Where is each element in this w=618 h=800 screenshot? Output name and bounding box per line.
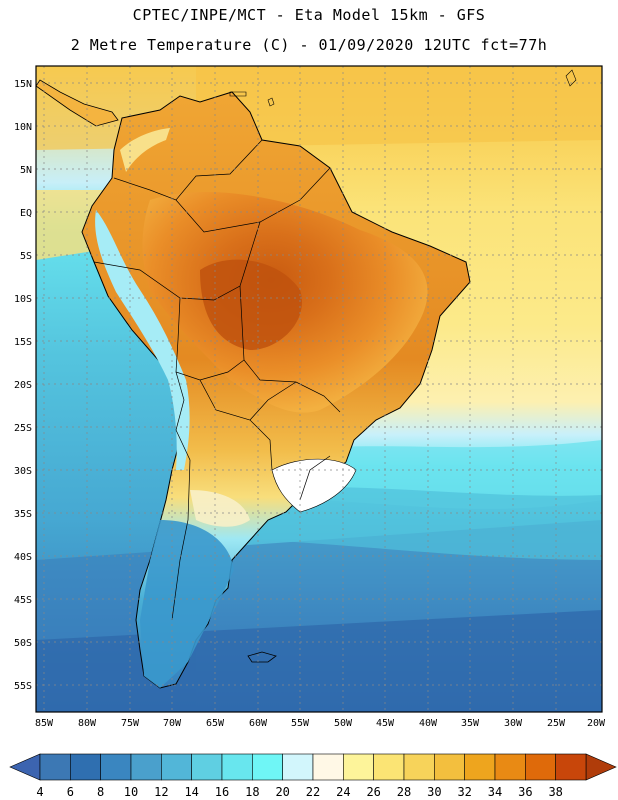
lon-label: 75W (121, 718, 140, 729)
colorbar: 4 6 8 10 12 14 16 18 20 22 24 26 28 30 32 34 36 38 (9, 753, 617, 799)
map-title: CPTEC/INPE/MCT - Eta Model 15km - GFS (132, 6, 486, 24)
lat-label: 35S (14, 509, 32, 520)
lat-label: 45S (14, 595, 32, 606)
colorbar-label: 32 (457, 785, 471, 799)
colorbar-low-arrow (9, 753, 41, 781)
colorbar-swatch (312, 753, 344, 781)
lon-label: 30W (504, 718, 523, 729)
lat-label: 10N (14, 122, 32, 133)
colorbar-swatch (221, 753, 253, 781)
uruguay-cool (271, 458, 357, 513)
lat-label: 55S (14, 681, 32, 692)
lat-label: 15S (14, 337, 32, 348)
colorbar-label: 26 (366, 785, 380, 799)
colorbar-label: 30 (427, 785, 441, 799)
colorbar-label: 14 (184, 785, 198, 799)
colorbar-label: 8 (97, 785, 104, 799)
lon-label: 35W (461, 718, 480, 729)
map-subtitle: 2 Metre Temperature (C) - 01/09/2020 12U… (70, 36, 548, 54)
colorbar-swatch (494, 753, 526, 781)
colorbar-high-arrow (585, 753, 617, 781)
colorbar-swatch (555, 753, 587, 781)
colorbar-swatch (373, 753, 405, 781)
lat-label: 50S (14, 638, 32, 649)
lon-label: 45W (376, 718, 395, 729)
lat-label: 25S (14, 423, 32, 434)
colorbar-swatch (191, 753, 223, 781)
colorbar-label: 36 (518, 785, 532, 799)
colorbar-label: 12 (154, 785, 168, 799)
lon-label: 80W (78, 718, 97, 729)
field-layer (36, 66, 602, 712)
colorbar-label: 28 (397, 785, 411, 799)
colorbar-swatch (39, 753, 71, 781)
colorbar-label: 10 (124, 785, 138, 799)
lon-label: 70W (163, 718, 182, 729)
lon-label: 55W (291, 718, 310, 729)
lat-label: 5S (20, 251, 32, 262)
patagonia-cool (140, 520, 234, 688)
lat-label: 20S (14, 380, 32, 391)
lat-label: 15N (14, 79, 32, 90)
lon-label: 25W (547, 718, 566, 729)
colorbar-label: 38 (548, 785, 562, 799)
lon-label: 85W (35, 718, 54, 729)
colorbar-swatch (100, 753, 132, 781)
lon-label: 20W (587, 718, 606, 729)
colorbar-label: 6 (67, 785, 74, 799)
lon-label: 50W (334, 718, 353, 729)
andes-cool (95, 210, 190, 470)
colorbar-label: 22 (306, 785, 320, 799)
colorbar-label: 16 (215, 785, 229, 799)
lat-label: 30S (14, 466, 32, 477)
colorbar-swatch (434, 753, 465, 781)
lat-label: EQ (20, 208, 32, 219)
colorbar-label: 20 (275, 785, 289, 799)
latitude-labels: 15N 10N 5N EQ 5S 10S 15S 20S 25S 30S 35S… (14, 79, 32, 692)
colorbar-swatch (282, 753, 314, 781)
colorbar-label: 18 (245, 785, 259, 799)
colorbar-swatch (161, 753, 192, 781)
lat-label: 10S (14, 294, 32, 305)
colorbar-swatch (70, 753, 101, 781)
colorbar-label: 24 (336, 785, 350, 799)
colorbar-swatch (130, 753, 162, 781)
colorbar-label: 34 (488, 785, 502, 799)
colorbar-swatch (252, 753, 283, 781)
longitude-labels: 85W 80W 75W 70W 65W 60W 55W 50W 45W 40W … (35, 718, 606, 729)
lat-label: 40S (14, 552, 32, 563)
lon-label: 65W (206, 718, 225, 729)
colorbar-label: 4 (36, 785, 43, 799)
colorbar-swatch (464, 753, 496, 781)
colorbar-swatch (525, 753, 556, 781)
lat-label: 5N (20, 165, 32, 176)
map-frame (35, 65, 603, 713)
central-america (36, 79, 119, 127)
lon-label: 60W (249, 718, 268, 729)
colorbar-swatch (343, 753, 374, 781)
lon-label: 40W (419, 718, 438, 729)
graticule (36, 66, 602, 712)
colorbar-swatch (403, 753, 435, 781)
